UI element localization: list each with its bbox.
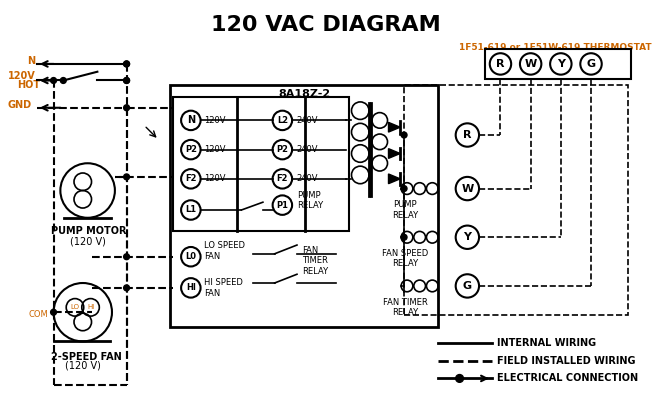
Text: COM: COM: [29, 310, 49, 319]
Text: F2: F2: [277, 174, 288, 184]
Text: 240V: 240V: [296, 174, 318, 184]
Text: 240V: 240V: [296, 145, 318, 154]
Circle shape: [401, 186, 407, 191]
Bar: [170, 85, 438, 327]
Text: N: N: [27, 56, 36, 66]
Text: FAN
TIMER
RELAY: FAN TIMER RELAY: [302, 246, 328, 276]
Text: L0: L0: [186, 252, 196, 261]
Text: G: G: [463, 281, 472, 291]
Text: INTERNAL WIRING: INTERNAL WIRING: [496, 339, 596, 348]
Text: 2-SPEED FAN: 2-SPEED FAN: [51, 352, 121, 362]
Polygon shape: [389, 149, 400, 158]
Circle shape: [490, 53, 511, 75]
Text: HOT: HOT: [17, 80, 41, 91]
Text: G: G: [586, 59, 596, 69]
Text: W: W: [461, 184, 474, 194]
Text: P1: P1: [276, 201, 288, 210]
Text: GND: GND: [8, 100, 32, 110]
Circle shape: [401, 132, 407, 138]
Text: R: R: [463, 130, 472, 140]
Circle shape: [124, 78, 129, 83]
Polygon shape: [389, 122, 400, 132]
Text: 120V: 120V: [204, 116, 226, 125]
Circle shape: [124, 174, 129, 180]
Polygon shape: [389, 174, 400, 184]
Text: P2: P2: [185, 145, 197, 154]
Text: HI: HI: [87, 304, 94, 310]
Text: W: W: [525, 59, 537, 69]
Text: PUMP
RELAY: PUMP RELAY: [297, 191, 323, 210]
Text: L2: L2: [277, 116, 288, 125]
Text: FAN TIMER
RELAY: FAN TIMER RELAY: [383, 297, 427, 317]
Text: HI SPEED
FAN: HI SPEED FAN: [204, 278, 243, 297]
Text: (120 V): (120 V): [70, 236, 106, 246]
Text: FIELD INSTALLED WIRING: FIELD INSTALLED WIRING: [496, 356, 635, 366]
Circle shape: [124, 78, 129, 83]
Text: L1: L1: [186, 205, 196, 215]
Text: 120 VAC DIAGRAM: 120 VAC DIAGRAM: [211, 15, 441, 35]
Text: ELECTRICAL CONNECTION: ELECTRICAL CONNECTION: [496, 373, 638, 383]
Text: HI: HI: [186, 283, 196, 292]
Text: 8A18Z-2: 8A18Z-2: [279, 89, 331, 99]
Circle shape: [550, 53, 572, 75]
Circle shape: [124, 254, 129, 260]
Text: Y: Y: [464, 232, 472, 242]
Text: Y: Y: [557, 59, 565, 69]
Circle shape: [456, 375, 464, 382]
Text: 1F51-619 or 1F51W-619 THERMOSTAT: 1F51-619 or 1F51W-619 THERMOSTAT: [459, 42, 651, 52]
Text: F2: F2: [185, 174, 196, 184]
Text: FAN SPEED
RELAY: FAN SPEED RELAY: [382, 249, 428, 268]
Bar: [174, 97, 348, 231]
Text: 120V: 120V: [8, 71, 36, 80]
Circle shape: [124, 61, 129, 67]
Text: LO SPEED
FAN: LO SPEED FAN: [204, 241, 245, 261]
Circle shape: [51, 78, 56, 83]
Text: R: R: [496, 59, 505, 69]
Bar: [404, 85, 628, 315]
Text: N: N: [187, 115, 195, 125]
Circle shape: [124, 105, 129, 111]
Text: P2: P2: [276, 145, 288, 154]
Circle shape: [60, 78, 66, 83]
Text: 120V: 120V: [204, 145, 226, 154]
Text: LO: LO: [70, 304, 80, 310]
Text: PUMP
RELAY: PUMP RELAY: [392, 200, 418, 220]
Circle shape: [51, 309, 56, 315]
Text: 240V: 240V: [296, 116, 318, 125]
Bar: [485, 49, 631, 78]
Circle shape: [401, 234, 407, 240]
Circle shape: [580, 53, 602, 75]
Text: 120V: 120V: [204, 174, 226, 184]
Circle shape: [124, 285, 129, 291]
Circle shape: [124, 61, 129, 67]
Text: PUMP MOTOR: PUMP MOTOR: [51, 226, 126, 236]
Circle shape: [520, 53, 541, 75]
Text: (120 V): (120 V): [65, 361, 100, 371]
